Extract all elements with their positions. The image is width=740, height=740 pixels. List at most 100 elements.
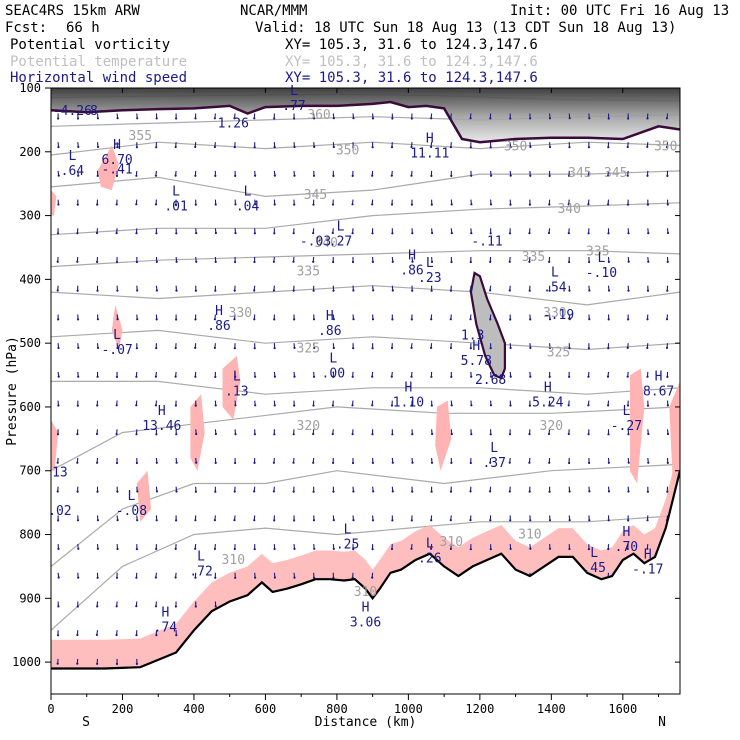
terrain-fill: [51, 470, 680, 694]
wind-vector-head: [135, 347, 138, 350]
wind-vector-head: [312, 432, 315, 436]
wind-vector-head: [568, 375, 571, 378]
wind-vector-head: [528, 461, 531, 464]
wind-vector-head: [135, 260, 138, 264]
wind-vector-head: [666, 490, 669, 493]
wind-vector-head: [154, 576, 157, 579]
wind-vector-head: [646, 174, 649, 177]
wind-vector-head: [57, 519, 60, 522]
wind-vector-head: [233, 547, 236, 551]
wind-vector-head: [214, 490, 217, 493]
wind-vector-head: [213, 519, 216, 522]
wind-vector-head: [76, 404, 79, 407]
y-tick-label: 200: [19, 145, 41, 159]
pv-extremum-letter: L: [337, 220, 345, 235]
wind-vector-head: [626, 174, 629, 177]
pv-extremum-value: -4.26: [53, 104, 92, 119]
wind-vector-head: [76, 605, 79, 608]
pv-extremum-value: .72: [189, 564, 212, 579]
wind-vector-head: [155, 547, 158, 551]
wind-vector-head: [254, 203, 257, 206]
wind-vector-head: [391, 232, 394, 235]
wind-vector-head: [233, 347, 236, 350]
wind-vector-head: [449, 117, 452, 120]
wind-vector-head: [293, 375, 296, 378]
y-tick-label: 400: [19, 272, 41, 286]
wind-vector-head: [666, 260, 669, 263]
wind-vector-head: [352, 289, 355, 292]
wind-vector-head: [233, 289, 236, 292]
wind-vector-head: [588, 117, 591, 120]
wind-vector-head: [76, 662, 79, 665]
pv-extremum-letter: L: [426, 256, 434, 271]
wind-vector-head: [391, 289, 394, 292]
wind-vector-head: [175, 634, 178, 637]
wind-vector-head: [587, 404, 590, 407]
wind-vector-head: [135, 433, 138, 436]
wind-vector-head: [352, 117, 355, 120]
wind-vector-head: [607, 146, 610, 149]
wind-vector-head: [155, 519, 158, 522]
wind-vector-head: [154, 375, 157, 378]
wind-vector-head: [410, 145, 413, 149]
wind-vector-head: [568, 174, 571, 177]
wind-vector-head: [76, 203, 79, 206]
wind-vector-head: [351, 260, 355, 264]
wind-vector-head: [587, 174, 590, 177]
wind-vector-head: [273, 433, 276, 436]
wind-vector-head: [410, 375, 413, 378]
wind-vector-head: [391, 490, 394, 493]
wind-vector-head: [253, 146, 256, 149]
wind-vector-head: [273, 519, 276, 522]
pv-extremum-letter: H: [544, 380, 552, 395]
wind-vector-head: [646, 318, 649, 321]
pv-positive-region: [97, 145, 119, 191]
wind-vector-head: [96, 605, 99, 608]
wind-vector-head: [195, 232, 198, 235]
wind-vector-head: [174, 547, 177, 551]
pv-extremum-letter: H: [113, 138, 121, 153]
wind-vector-head: [508, 461, 511, 464]
x-tick-label: 1200: [465, 702, 494, 716]
wind-vector-head: [273, 174, 276, 177]
wind-vector-head: [116, 519, 119, 522]
wind-vector-head: [529, 519, 532, 522]
theta-label: 340: [314, 236, 337, 251]
pv-extremum-value: .04: [236, 200, 260, 215]
wind-vector-head: [272, 289, 275, 292]
wind-vector-head: [56, 634, 60, 637]
y-tick-label: 500: [19, 336, 41, 350]
wind-vector-head: [410, 203, 413, 206]
wind-vector-head: [332, 576, 335, 579]
wind-vector-head: [548, 490, 551, 493]
wind-vector-head: [273, 547, 276, 551]
wind-vector-head: [647, 461, 650, 464]
wind-vector-head: [95, 432, 99, 436]
wind-vector-head: [666, 461, 669, 464]
wind-vector-head: [528, 490, 531, 493]
fcst-label: Fcst:: [5, 20, 48, 36]
wind-vectors: [56, 113, 670, 666]
pv-fold: [469, 271, 506, 380]
wind-vector-head: [529, 375, 532, 378]
theta-label: 325: [297, 341, 320, 356]
wind-vector-head: [568, 289, 571, 292]
wind-vector-head: [470, 404, 473, 407]
wind-vector-head: [312, 289, 315, 292]
pv-low-level-regions: [51, 145, 680, 522]
wind-vector-head: [469, 260, 472, 264]
wind-vector-head: [76, 633, 79, 637]
wind-vector-head: [77, 375, 80, 378]
wind-vector-head: [390, 203, 394, 206]
wind-vector-head: [508, 260, 511, 263]
wind-vector-head: [136, 490, 139, 493]
wind-vector-head: [607, 490, 611, 493]
wind-vector-head: [116, 146, 119, 149]
wind-vector-head: [312, 461, 315, 464]
wind-vector-head: [528, 289, 531, 292]
wind-vector-head: [627, 318, 630, 321]
wind-vector-head: [469, 490, 472, 493]
wind-vector-head: [76, 289, 79, 292]
pv-extremum-value: .01: [164, 200, 187, 215]
theta-label: 345: [604, 166, 627, 181]
